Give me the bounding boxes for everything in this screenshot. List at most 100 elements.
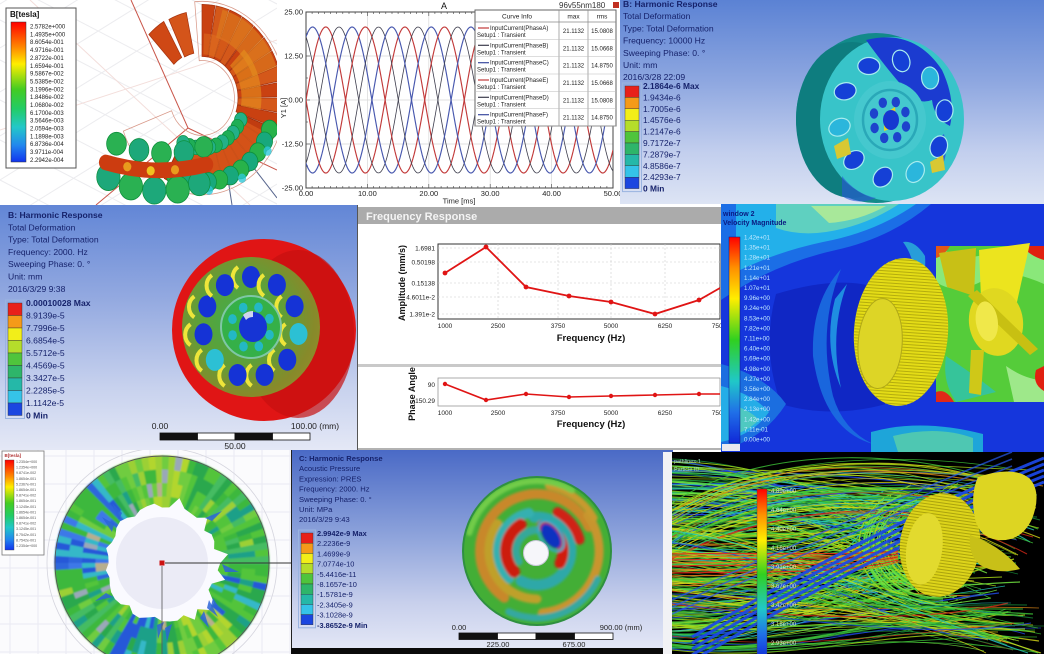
- svg-text:4.89e+00: 4.89e+00: [771, 489, 797, 495]
- svg-text:5.69e+00: 5.69e+00: [744, 356, 771, 363]
- svg-text:4.64e+00: 4.64e+00: [771, 508, 797, 514]
- svg-text:window 2: window 2: [722, 211, 755, 218]
- svg-text:InputCurrent(PhaseB): InputCurrent(PhaseB): [490, 43, 548, 49]
- svg-text:3.1245e-001: 3.1245e-001: [16, 527, 36, 531]
- svg-text:-2.3405e-9: -2.3405e-9: [317, 600, 353, 609]
- svg-text:-1.5781e-9: -1.5781e-9: [317, 590, 353, 599]
- svg-text:1.21e+01: 1.21e+01: [744, 265, 771, 272]
- svg-text:8.6054e-001: 8.6054e-001: [30, 40, 64, 46]
- svg-text:Frequency: 2000. Hz: Frequency: 2000. Hz: [8, 247, 88, 257]
- svg-text:4.98e+00: 4.98e+00: [744, 366, 771, 373]
- svg-text:Velocity Magnitude: Velocity Magnitude: [723, 220, 787, 227]
- svg-text:9.8741e-002: 9.8741e-002: [16, 522, 36, 526]
- svg-text:96v55nm180: 96v55nm180: [559, 1, 606, 10]
- svg-text:1.8654e-001: 1.8654e-001: [16, 488, 36, 492]
- svg-text:20.00: 20.00: [419, 189, 438, 198]
- svg-text:1.28e+01: 1.28e+01: [744, 255, 771, 262]
- svg-text:Unit: mm: Unit: mm: [623, 60, 657, 70]
- svg-text:Sweeping Phase: 0. °: Sweeping Phase: 0. °: [299, 495, 372, 504]
- svg-text:1.2147e-6: 1.2147e-6: [643, 127, 681, 137]
- svg-text:5000: 5000: [604, 410, 619, 417]
- svg-text:2.9942e-9 Max: 2.9942e-9 Max: [317, 529, 368, 538]
- svg-text:rms: rms: [597, 14, 609, 21]
- svg-text:0.50198: 0.50198: [412, 260, 436, 267]
- svg-text:1.42e+00: 1.42e+00: [744, 416, 771, 423]
- svg-text:Total Deformation: Total Deformation: [8, 222, 76, 232]
- svg-text:0.00: 0.00: [152, 421, 169, 431]
- svg-text:1.07e+01: 1.07e+01: [744, 285, 771, 292]
- svg-text:3.56e+00: 3.56e+00: [744, 386, 771, 393]
- svg-text:5.2367e-001: 5.2367e-001: [16, 482, 36, 486]
- svg-text:InputCurrent(PhaseC): InputCurrent(PhaseC): [490, 61, 549, 67]
- svg-text:B[tesla]: B[tesla]: [10, 10, 40, 19]
- svg-text:Expression: PRES: Expression: PRES: [299, 474, 361, 483]
- svg-text:Unit: MPa: Unit: MPa: [299, 505, 333, 514]
- svg-text:3.5646e-003: 3.5646e-003: [30, 119, 64, 125]
- svg-text:3.9711e-004: 3.9711e-004: [30, 150, 64, 156]
- svg-text:4.8586e-7: 4.8586e-7: [643, 161, 681, 171]
- svg-text:1.7005e-6: 1.7005e-6: [643, 104, 681, 114]
- svg-text:1.391e-2: 1.391e-2: [409, 312, 435, 319]
- svg-text:Amplitude (mm/s): Amplitude (mm/s): [397, 245, 407, 321]
- svg-text:Phase Angle: Phase Angle: [407, 367, 417, 421]
- svg-text:-25.00: -25.00: [282, 184, 303, 193]
- svg-text:1.4576e-6: 1.4576e-6: [643, 115, 681, 125]
- svg-text:2.2236e-9: 2.2236e-9: [317, 539, 350, 548]
- svg-text:0 Min: 0 Min: [643, 184, 664, 194]
- svg-text:Setup1 : Transient: Setup1 : Transient: [477, 102, 526, 108]
- svg-text:2.2285e-5: 2.2285e-5: [26, 386, 65, 396]
- svg-text:Frequency: 10000 Hz: Frequency: 10000 Hz: [623, 36, 705, 46]
- svg-text:3.42e+00: 3.42e+00: [771, 603, 797, 609]
- svg-text:7.2879e-7: 7.2879e-7: [643, 149, 681, 159]
- svg-text:-150.29: -150.29: [413, 398, 435, 405]
- svg-text:2.2942e-004: 2.2942e-004: [30, 158, 64, 164]
- svg-text:3.3427e-5: 3.3427e-5: [26, 373, 65, 383]
- svg-text:4.4569e-5: 4.4569e-5: [26, 361, 65, 371]
- svg-text:0.15138: 0.15138: [412, 281, 436, 288]
- svg-text:Setup1 : Transient: Setup1 : Transient: [477, 85, 526, 91]
- svg-text:2.93e+00: 2.93e+00: [771, 641, 797, 647]
- svg-text:90: 90: [428, 382, 436, 389]
- svg-text:30.00: 30.00: [481, 189, 500, 198]
- svg-text:1.14e+01: 1.14e+01: [744, 275, 771, 282]
- svg-text:Y1 [A]: Y1 [A]: [279, 98, 288, 118]
- svg-text:21.1132: 21.1132: [563, 29, 585, 35]
- svg-text:2016/3/28 22:09: 2016/3/28 22:09: [623, 72, 685, 82]
- svg-text:Frequency (Hz): Frequency (Hz): [557, 419, 626, 430]
- svg-text:3.91e+00: 3.91e+00: [771, 565, 797, 571]
- svg-text:6250: 6250: [658, 410, 673, 417]
- svg-text:B: Harmonic Response: B: Harmonic Response: [623, 0, 718, 9]
- svg-text:15.0668: 15.0668: [591, 81, 613, 87]
- svg-text:1.2354e+000: 1.2354e+000: [16, 544, 37, 548]
- svg-text:0.00e+00: 0.00e+00: [744, 437, 771, 444]
- svg-text:2.13e+00: 2.13e+00: [744, 406, 771, 413]
- svg-text:Sweeping Phase: 0. °: Sweeping Phase: 0. °: [8, 259, 90, 269]
- svg-text:Type: Total Deformation: Type: Total Deformation: [623, 23, 714, 33]
- svg-text:A: A: [441, 1, 447, 11]
- svg-text:2.4293e-7: 2.4293e-7: [643, 172, 681, 182]
- svg-text:0 Min: 0 Min: [26, 411, 48, 421]
- svg-text:3.67e+00: 3.67e+00: [771, 584, 797, 590]
- svg-text:max: max: [567, 14, 580, 21]
- svg-text:6.1700e-003: 6.1700e-003: [30, 111, 64, 117]
- svg-text:7500: 7500: [712, 410, 722, 417]
- svg-text:Particle ID: Particle ID: [674, 467, 699, 473]
- svg-text:Sweeping Phase: 0. °: Sweeping Phase: 0. °: [623, 48, 705, 58]
- svg-text:12.50: 12.50: [284, 52, 303, 61]
- svg-text:15.0808: 15.0808: [591, 98, 613, 104]
- svg-text:21.1132: 21.1132: [563, 116, 585, 122]
- svg-text:Type: Total Deformation: Type: Total Deformation: [8, 235, 99, 245]
- svg-text:-3.1028e-9: -3.1028e-9: [317, 611, 353, 620]
- svg-text:3750: 3750: [551, 410, 566, 417]
- svg-text:6.40e+00: 6.40e+00: [744, 346, 771, 353]
- svg-text:InputCurrent(PhaseF): InputCurrent(PhaseF): [490, 113, 548, 119]
- svg-text:2.5782e+000: 2.5782e+000: [30, 25, 66, 31]
- svg-text:4.16e+00: 4.16e+00: [771, 546, 797, 552]
- svg-text:50.00: 50.00: [224, 441, 246, 450]
- svg-text:7.7996e-5: 7.7996e-5: [26, 323, 65, 333]
- svg-text:1.42e+01: 1.42e+01: [744, 235, 771, 242]
- svg-text:40.00: 40.00: [542, 189, 561, 198]
- svg-text:6.6854e-5: 6.6854e-5: [26, 336, 65, 346]
- svg-text:1000: 1000: [438, 410, 453, 417]
- svg-text:1.8486e-002: 1.8486e-002: [30, 95, 64, 101]
